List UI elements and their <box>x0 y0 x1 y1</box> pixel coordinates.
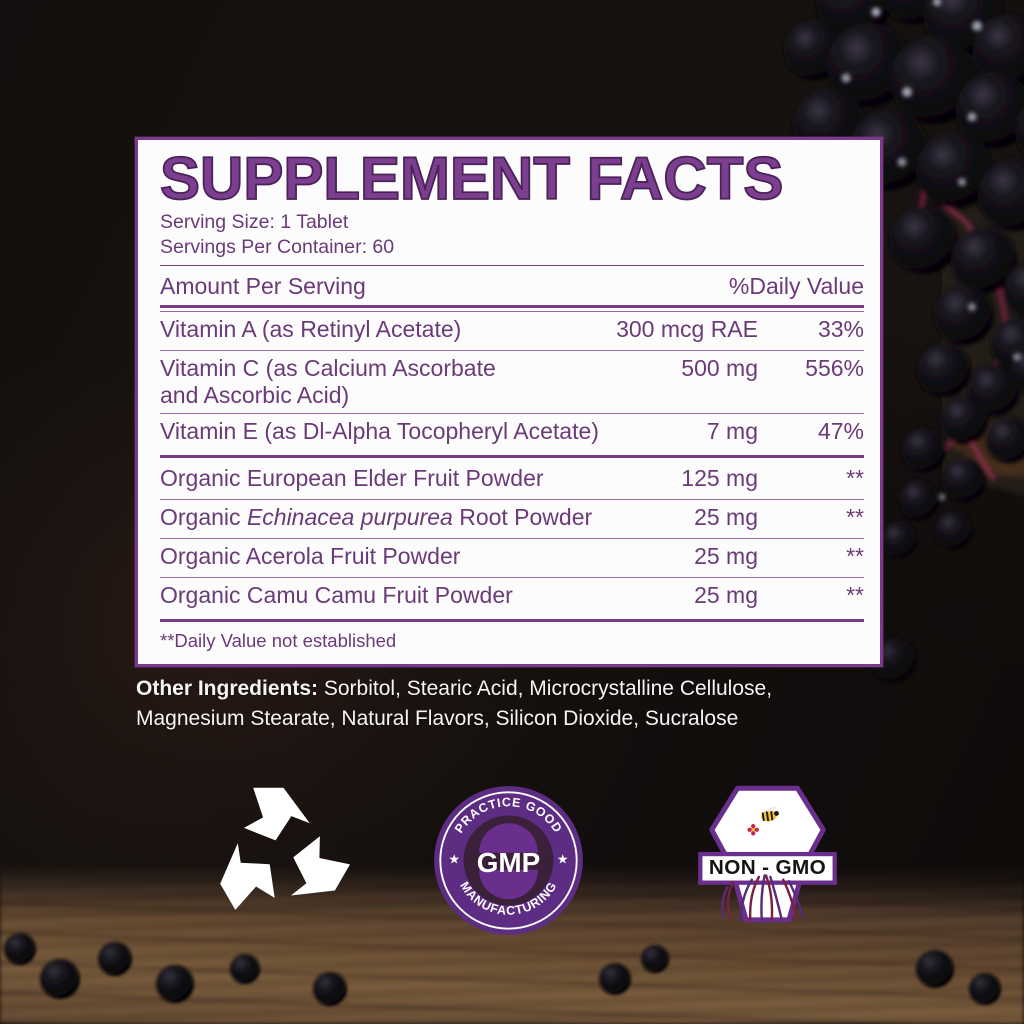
svg-text:NON - GMO: NON - GMO <box>709 856 826 879</box>
svg-text:★: ★ <box>448 852 460 867</box>
svg-text:★: ★ <box>557 852 569 867</box>
svg-text:GMP: GMP <box>477 847 541 878</box>
